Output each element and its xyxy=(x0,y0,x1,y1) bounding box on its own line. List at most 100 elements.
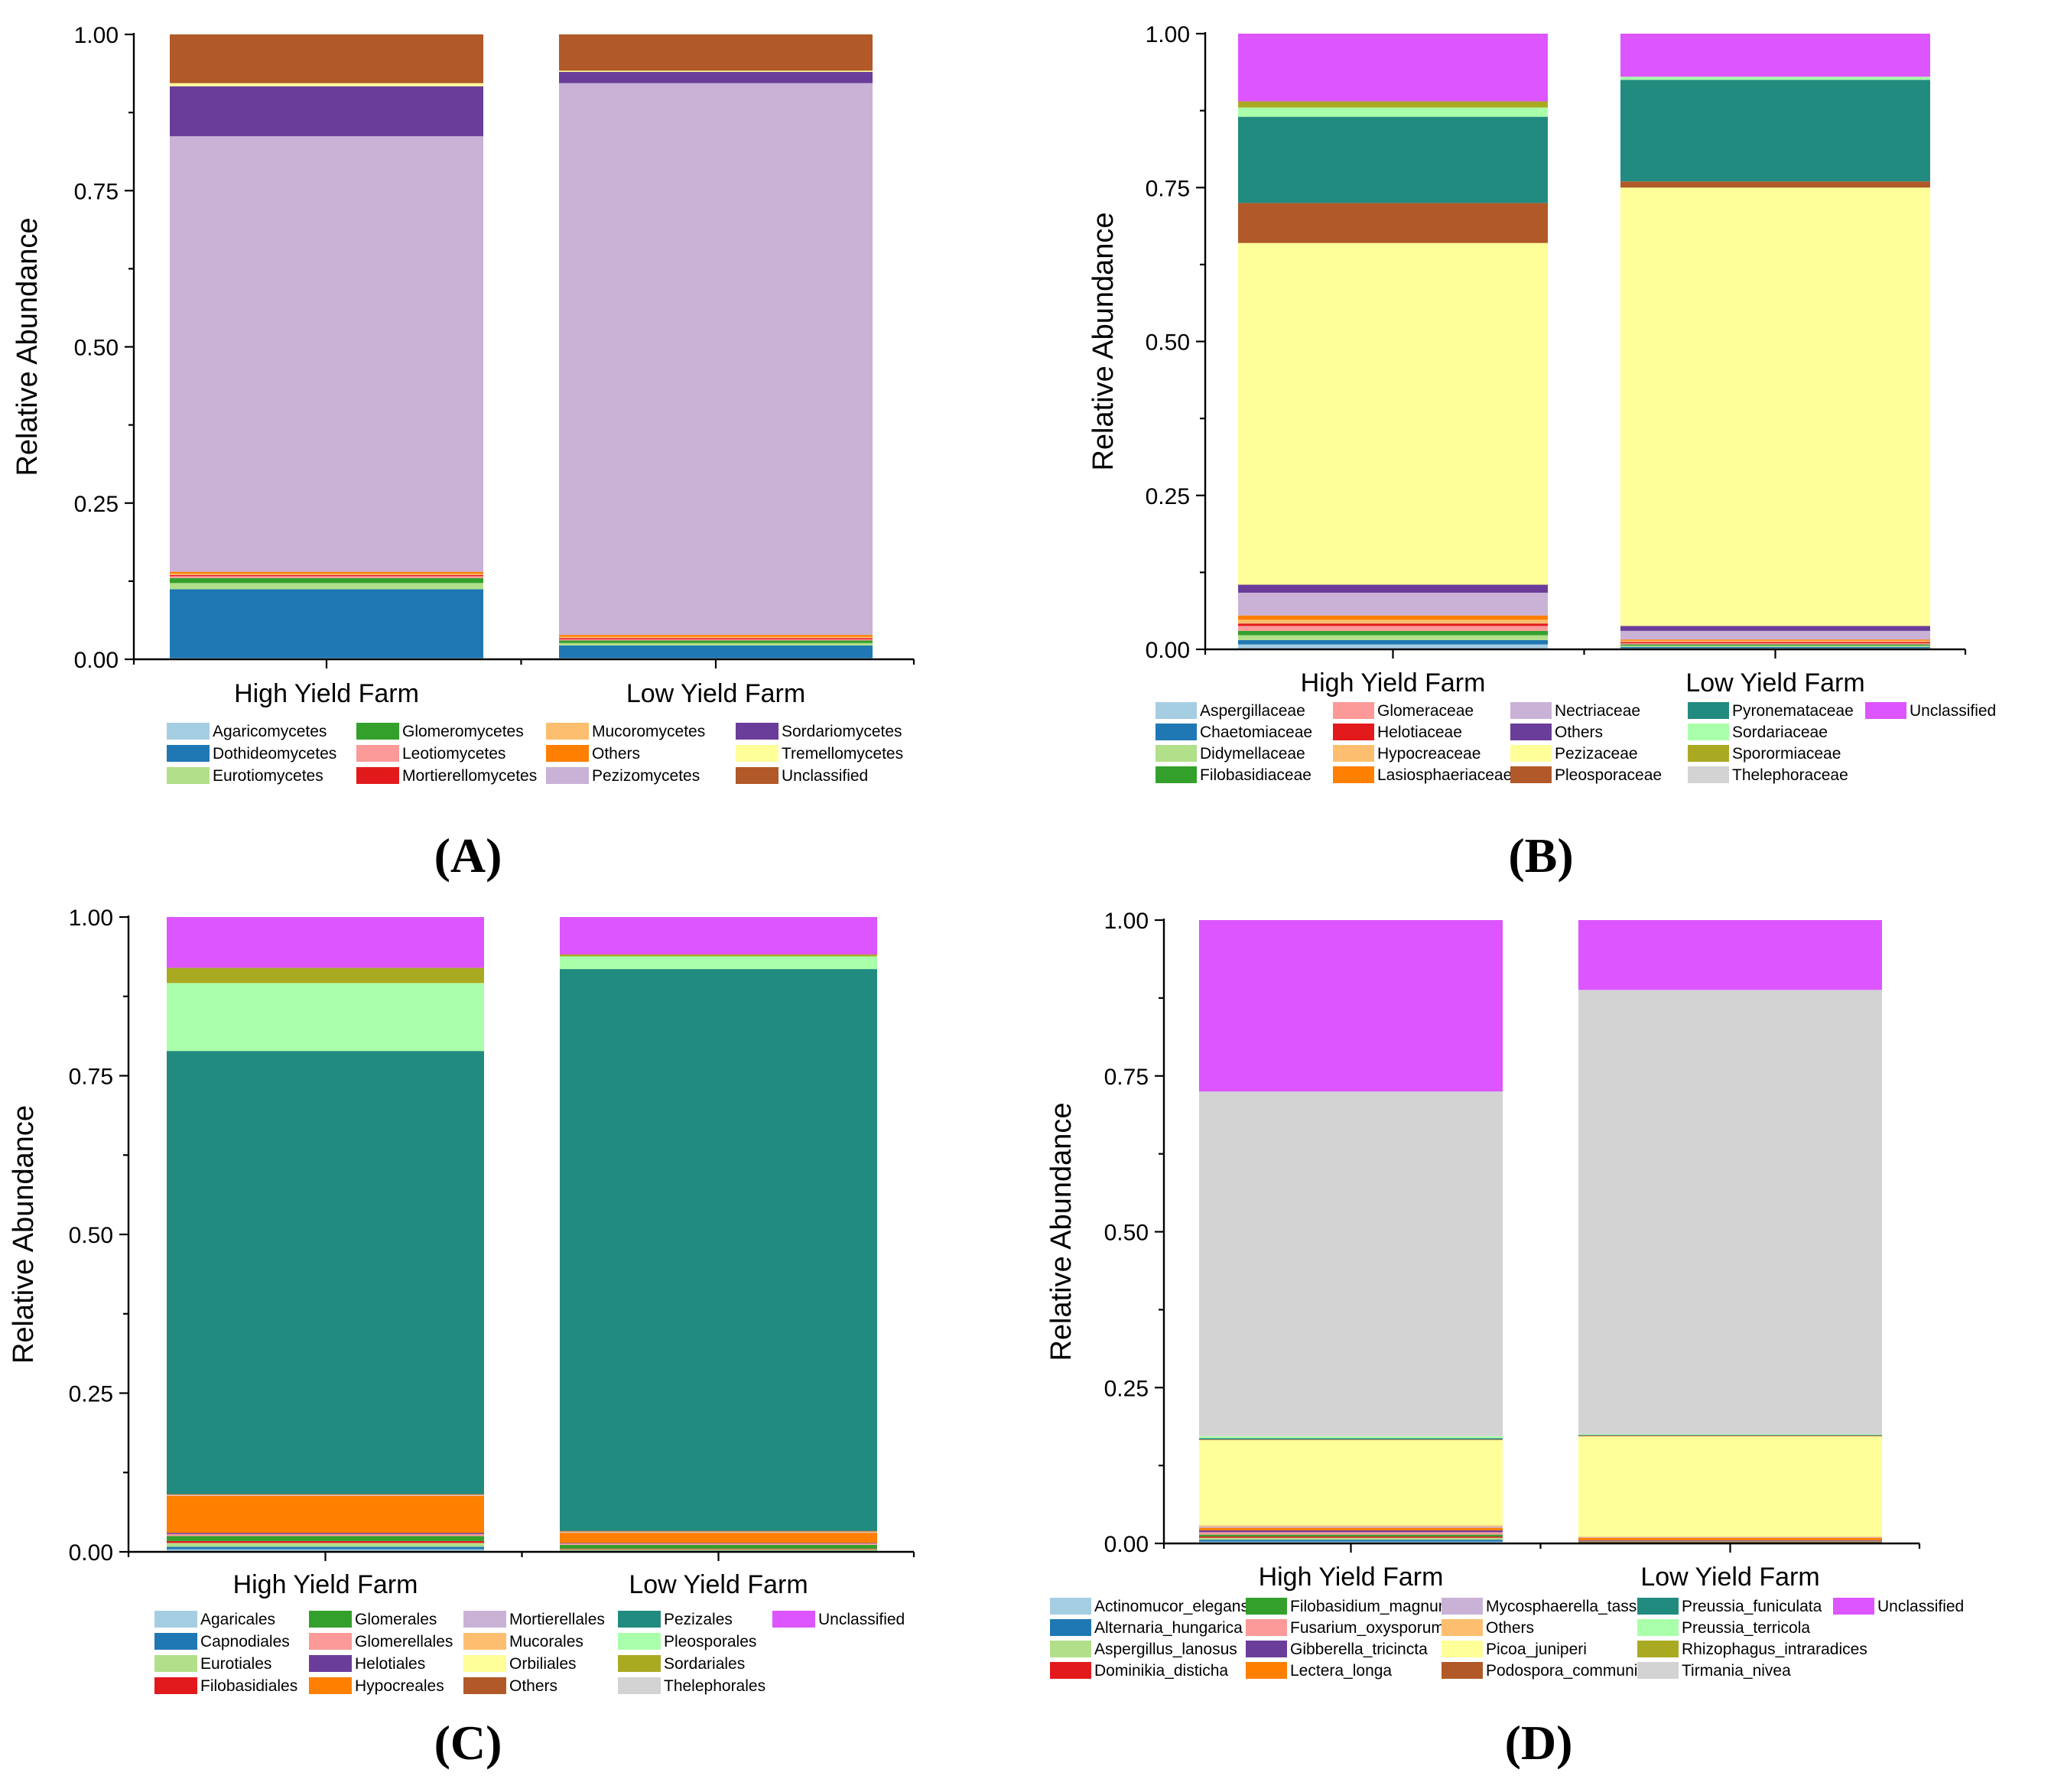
legend-label-glomerellales: Glomerellales xyxy=(355,1633,453,1651)
legend-swatch-pezizales xyxy=(618,1611,661,1628)
y-tick-label: 0.25 xyxy=(1104,1376,1149,1401)
bar-segment-tirmania-nivea-2 xyxy=(1578,990,1882,1435)
legend-swatch-mortierellomycetes xyxy=(356,767,399,784)
legend-swatch-sordariaceae xyxy=(1688,724,1729,740)
y-tick-label: 0.50 xyxy=(1104,1221,1149,1246)
y-tick-label: 1.00 xyxy=(1104,909,1149,934)
legend-label-agaricomycetes: Agaricomycetes xyxy=(213,723,327,740)
legend-label-aspergillus-lanosus: Aspergillus_lanosus xyxy=(1094,1641,1237,1658)
legend-label-thelephorales: Thelephorales xyxy=(664,1677,765,1695)
bar-segment-picoa-juniperi-1 xyxy=(1199,1439,1503,1526)
bar-segment-filobasidiales-1 xyxy=(167,1540,484,1543)
y-tick-label: 0.25 xyxy=(69,1382,113,1407)
legend-label-tremellomycetes: Tremellomycetes xyxy=(782,745,903,763)
bar-segment-hypocreales-2 xyxy=(560,1533,877,1543)
bar-segment-pezizaceae-2 xyxy=(1620,187,1930,626)
legend-label-others: Others xyxy=(1555,724,1603,741)
legend-swatch-pezizaceae xyxy=(1510,745,1552,762)
bar-segment-sordariales-1 xyxy=(167,968,484,984)
bar-segment-gibberella-tricincta-2 xyxy=(1578,1540,1882,1541)
bar-segment-tremellomycetes-1 xyxy=(170,83,483,86)
legend-swatch-hypocreaceae xyxy=(1333,745,1374,762)
bar-segment-mortierellales-1 xyxy=(167,1495,484,1496)
chart-panel-a: 0.00 0.25 0.50 0.75 1.00 High Yield Farm Low Y… xyxy=(11,23,915,883)
bar-segment-leotiomycetes-1 xyxy=(170,576,483,578)
legend-label-glomerales: Glomerales xyxy=(355,1611,437,1628)
bar-segment-capnodiales-2 xyxy=(560,1550,877,1552)
legend-swatch-glomeraceae xyxy=(1333,702,1374,719)
legend-swatch-tremellomycetes xyxy=(736,745,778,762)
x-category-label: Low Yield Farm xyxy=(626,679,805,708)
legend-swatch-mycosphaerella-tassiana xyxy=(1442,1598,1483,1615)
bar-segment-fusarium-oxysporum-1 xyxy=(1199,1532,1503,1535)
chart-panel-d: 0.00 0.25 0.50 0.75 1.00 High Yield Farm Low Y… xyxy=(1045,909,1964,1770)
legend-label-filobasidiales: Filobasidiales xyxy=(200,1677,297,1695)
x-category-label: High Yield Farm xyxy=(233,1570,418,1599)
bar-segment-dominikia-disticha-1 xyxy=(1199,1537,1503,1538)
bar-segment-pleosporaceae-2 xyxy=(1620,181,1930,188)
legend-swatch-dothideomycetes xyxy=(167,745,210,762)
bar-segment-filobasidiaceae-1 xyxy=(1238,630,1548,636)
bar-segment-didymellaceae-2 xyxy=(1620,646,1930,647)
legend-swatch-dominikia-disticha xyxy=(1050,1662,1091,1679)
legend-swatch-leotiomycetes xyxy=(356,745,399,762)
legend-label-glomeraceae: Glomeraceae xyxy=(1377,702,1474,720)
legend-label-lectera-longa: Lectera_longa xyxy=(1290,1662,1392,1680)
legend-swatch-others xyxy=(546,745,589,762)
bar-segment-pezizaceae-1 xyxy=(1238,242,1548,585)
legend-swatch-sordariomycetes xyxy=(736,723,778,740)
bar-segment-chaetomiaceae-2 xyxy=(1620,646,1930,649)
x-category-label: High Yield Farm xyxy=(1301,668,1486,698)
legend-swatch-agaricales xyxy=(154,1611,197,1628)
y-tick-label: 0.00 xyxy=(1104,1532,1149,1557)
legend-swatch-hypocreales xyxy=(309,1677,352,1694)
chart-panel-c: 0.00 0.25 0.50 0.75 1.00 High Yield Farm Low Y… xyxy=(8,906,915,1770)
bar-segment-unclassified-1 xyxy=(1199,920,1503,1092)
bar-segment-others-2 xyxy=(559,635,873,637)
y-tick-label: 0.75 xyxy=(69,1065,113,1090)
panel-label: (A) xyxy=(434,828,502,883)
bar-segment-mortierellomycetes-1 xyxy=(170,574,483,577)
legend-swatch-glomeromycetes xyxy=(356,723,399,740)
bar-segment-sordariomycetes-2 xyxy=(559,72,873,83)
legend-label-pleosporaceae: Pleosporaceae xyxy=(1555,766,1662,784)
bar-segment-filobasidiaceae-2 xyxy=(1620,644,1930,646)
legend-label-tirmania-nivea: Tirmania_nivea xyxy=(1682,1662,1791,1680)
bar-segment-hypocreaceae-1 xyxy=(1238,620,1548,624)
bar-segment-mycosphaerella-tassiana-2 xyxy=(1578,1537,1882,1538)
legend-swatch-capnodiales xyxy=(154,1633,197,1650)
bar-segment-others-2 xyxy=(1620,626,1930,631)
x-category-label: Low Yield Farm xyxy=(1640,1563,1819,1592)
legend-label-didymellaceae: Didymellaceae xyxy=(1200,745,1305,763)
bar-segment-sordariales-2 xyxy=(560,954,877,957)
bar-segment-sordariaceae-1 xyxy=(1238,107,1548,117)
legend-swatch-pleosporales xyxy=(618,1633,661,1650)
legend-swatch-picoa-juniperi xyxy=(1442,1641,1483,1657)
chart-panel-b: 0.00 0.25 0.50 0.75 1.00 High Yield Farm Low Y… xyxy=(1087,22,1996,883)
bar-segment-glomerellales-1 xyxy=(167,1533,484,1537)
legend-swatch-mucoromycetes xyxy=(546,723,589,740)
bar-segment-pyronemataceae-1 xyxy=(1238,116,1548,203)
bar-segment-filobasidium-magnum-2 xyxy=(1578,1541,1882,1543)
legend-swatch-filobasidiales xyxy=(154,1677,197,1694)
legend-label-agaricales: Agaricales xyxy=(200,1611,275,1628)
bar-segment-helotiaceae-1 xyxy=(1238,623,1548,626)
bar-segment-glomerales-1 xyxy=(167,1536,484,1541)
bar-segment-glomeraceae-2 xyxy=(1620,642,1930,645)
legend-swatch-lectera-longa xyxy=(1246,1662,1287,1679)
bar-segment-others-1 xyxy=(1199,1525,1503,1527)
legend-label-pyronemataceae: Pyronemataceae xyxy=(1732,702,1854,720)
legend-label-pezizales: Pezizales xyxy=(664,1611,733,1628)
legend-label-leotiomycetes: Leotiomycetes xyxy=(402,745,505,763)
legend-swatch-eurotiomycetes xyxy=(167,767,210,784)
bar-segment-mortierellomycetes-2 xyxy=(559,638,873,639)
legend-label-sordariaceae: Sordariaceae xyxy=(1732,724,1828,741)
legend-label-sordariomycetes: Sordariomycetes xyxy=(782,723,902,740)
bar-segment-capnodiales-1 xyxy=(167,1546,484,1550)
bar-segment-glomeraceae-1 xyxy=(1238,626,1548,631)
legend-swatch-helotiaceae xyxy=(1333,724,1374,740)
legend-swatch-thelephorales xyxy=(618,1677,661,1694)
bar-segment-others-1 xyxy=(1238,584,1548,593)
legend-swatch-unclassified xyxy=(1865,702,1906,719)
